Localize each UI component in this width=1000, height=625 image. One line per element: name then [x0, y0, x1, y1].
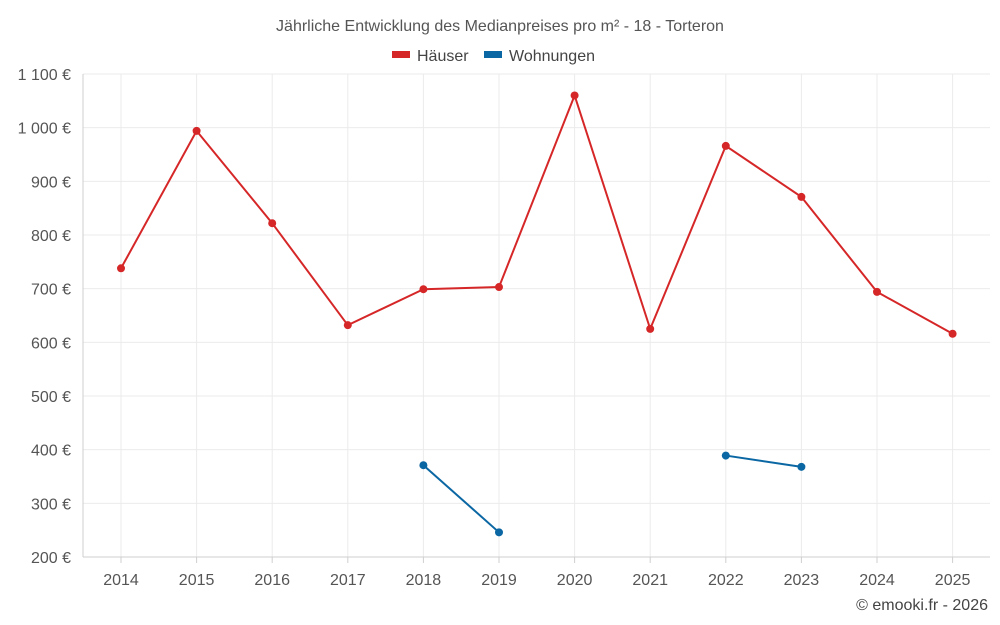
y-tick-label: 700 € — [31, 282, 71, 299]
y-tick-label: 1 100 € — [18, 67, 71, 84]
legend-swatch-haeuser[interactable] — [392, 51, 410, 58]
y-tick-label: 300 € — [31, 496, 71, 513]
x-tick-label: 2017 — [330, 572, 366, 589]
series — [117, 91, 957, 537]
data-point[interactable] — [343, 321, 352, 330]
x-tick-label: 2018 — [406, 572, 442, 589]
data-point[interactable] — [721, 451, 730, 460]
data-point[interactable] — [873, 287, 881, 296]
legend-label-wohnungen[interactable]: Wohnungen — [509, 48, 595, 65]
series-line — [725, 454, 802, 468]
copyright-credit: © emooki.fr - 2026 — [856, 597, 988, 614]
series-haeuser — [117, 91, 957, 338]
y-tick-label: 600 € — [31, 335, 71, 352]
y-tick-label: 500 € — [31, 389, 71, 406]
data-point[interactable] — [419, 461, 428, 470]
data-point[interactable] — [797, 192, 806, 201]
axes — [82, 74, 990, 563]
x-tick-label: 2015 — [179, 572, 215, 589]
x-tick-label: 2019 — [481, 572, 517, 589]
legend-label-haeuser[interactable]: Häuser — [417, 48, 469, 65]
data-point[interactable] — [495, 528, 503, 537]
x-tick-label: 2016 — [254, 572, 290, 589]
data-point[interactable] — [570, 91, 579, 100]
y-tick-label: 800 € — [31, 228, 71, 245]
y-tick-label: 900 € — [31, 174, 71, 191]
data-point[interactable] — [268, 219, 277, 228]
chart-title: Jährliche Entwicklung des Medianpreises … — [276, 18, 724, 35]
data-point[interactable] — [192, 126, 201, 135]
gridlines — [83, 73, 990, 557]
x-tick-label: 2025 — [935, 572, 971, 589]
series-wohnungen — [419, 451, 806, 537]
data-point[interactable] — [646, 324, 655, 333]
x-tick-label: 2020 — [557, 572, 593, 589]
data-point[interactable] — [419, 285, 428, 294]
x-tick-label: 2024 — [859, 572, 895, 589]
data-point[interactable] — [721, 141, 730, 150]
y-tick-label: 200 € — [31, 550, 71, 567]
x-tick-label: 2023 — [784, 572, 820, 589]
data-point[interactable] — [797, 462, 806, 471]
data-point[interactable] — [495, 283, 503, 292]
y-tick-label: 400 € — [31, 443, 71, 460]
y-axis-ticks: 200 € 300 € 400 € 500 € 600 € 700 € 800 € 900 €… — [18, 67, 71, 567]
x-tick-label: 2021 — [632, 572, 668, 589]
series-line — [120, 92, 954, 335]
legend-swatch-wohnungen[interactable] — [484, 51, 502, 58]
legend: Häuser Wohnungen — [392, 48, 595, 65]
x-tick-label: 2022 — [708, 572, 744, 589]
x-axis-ticks: 2014 2015 2016 2017 2018 2019 2020 2021 2022 2023… — [103, 572, 970, 589]
x-tick-label: 2014 — [103, 572, 139, 589]
data-point[interactable] — [117, 264, 125, 273]
y-tick-label: 1 000 € — [18, 121, 71, 138]
data-point[interactable] — [948, 329, 957, 338]
series-line — [422, 464, 500, 534]
